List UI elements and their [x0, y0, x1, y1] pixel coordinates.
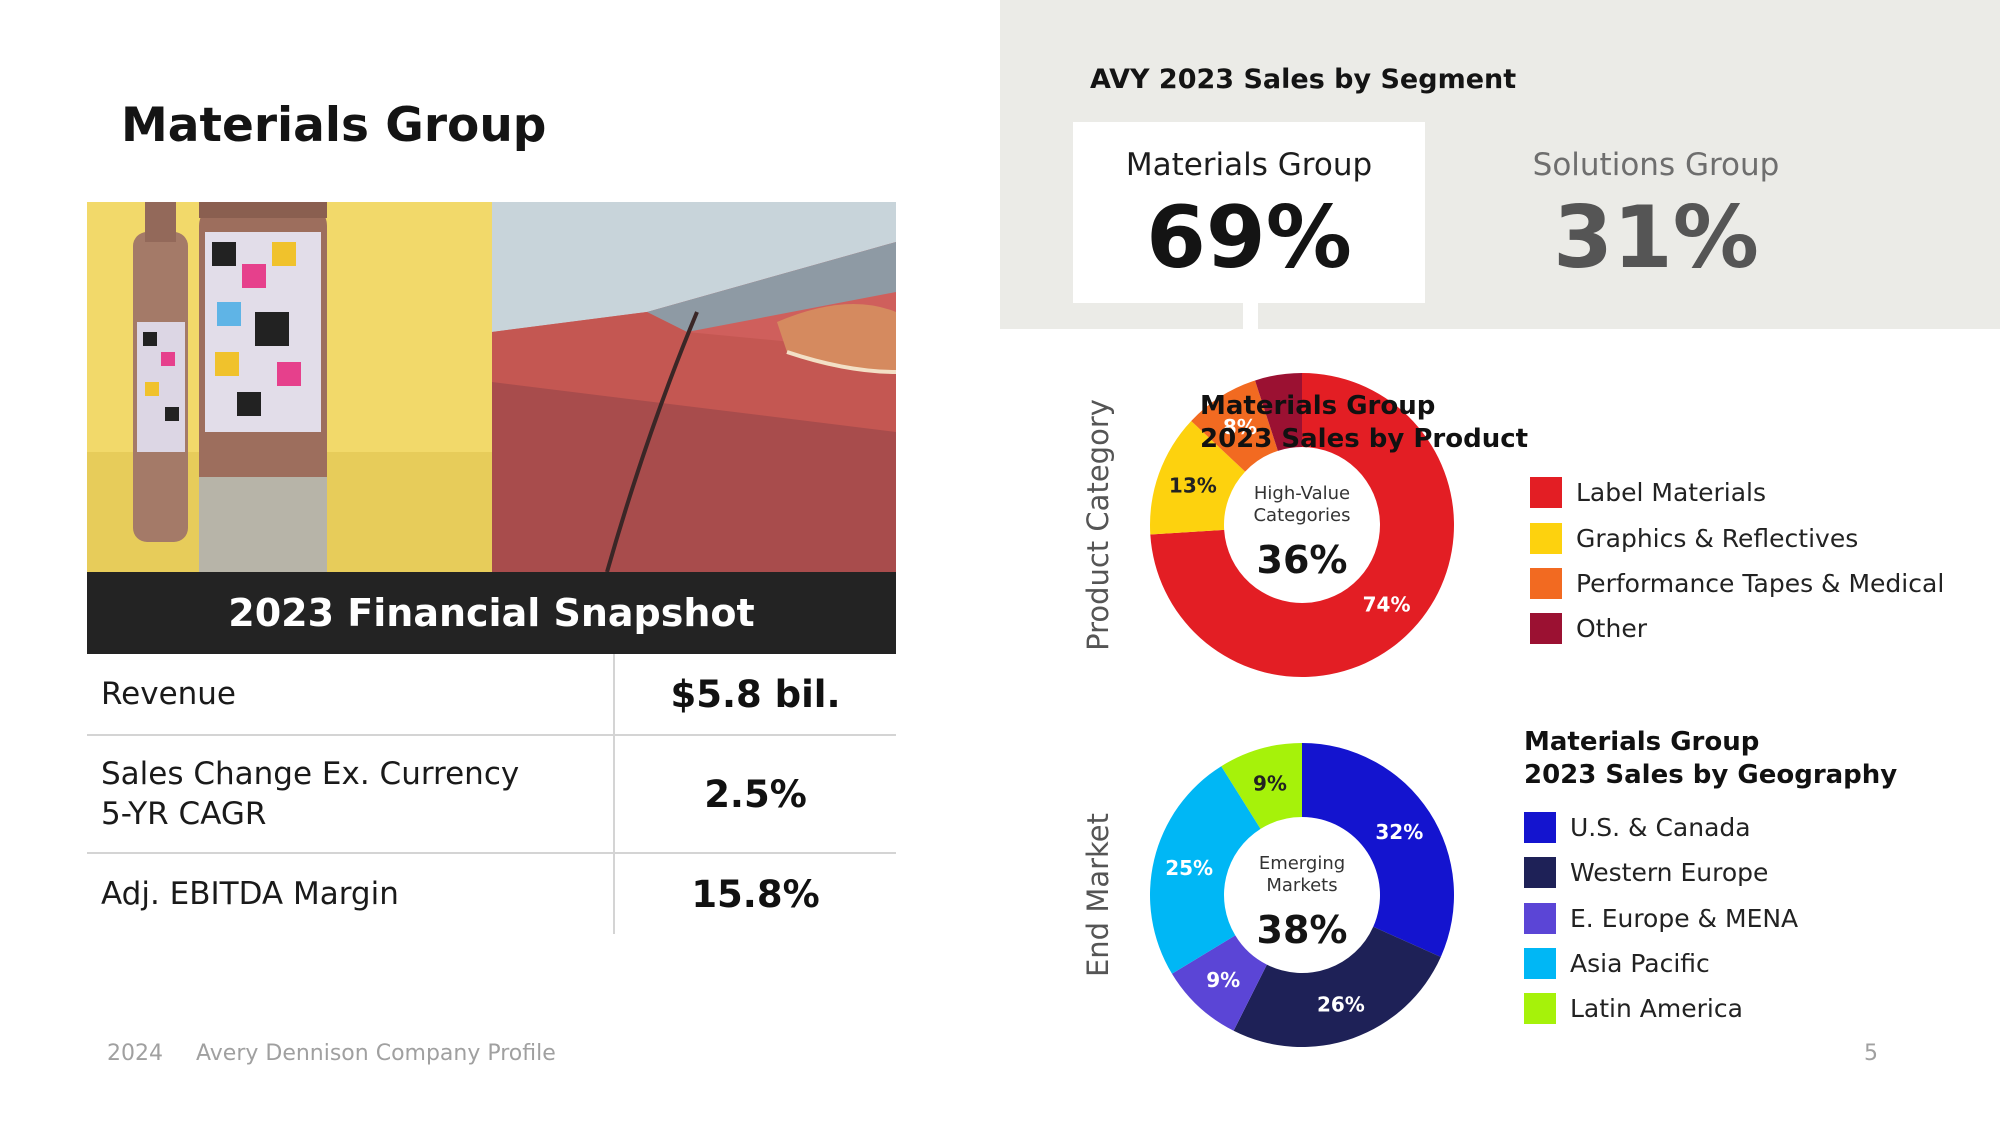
data-label: 9%: [1206, 968, 1240, 992]
row-label: Revenue: [87, 654, 615, 734]
segment-value: 69%: [1146, 188, 1352, 288]
legend-swatch: [1530, 568, 1562, 599]
footer-year: 2024: [107, 1041, 163, 1066]
product-legend: Materials Group 2023 Sales by Product: [1200, 390, 1528, 456]
legend-title-line: Materials Group: [1200, 391, 1436, 421]
row-label-line: Sales Change Ex. Currency: [101, 756, 520, 792]
row-value: 2.5%: [704, 772, 807, 816]
legend-item: Western Europe: [1524, 857, 1768, 888]
page-title: Materials Group: [121, 98, 547, 153]
legend-label: Western Europe: [1570, 858, 1769, 887]
legend-item: Other: [1530, 613, 1647, 644]
donut-slice: [1221, 743, 1302, 829]
data-label: 25%: [1165, 856, 1213, 880]
legend-title-line: 2023 Sales by Geography: [1524, 760, 1898, 790]
legend-swatch: [1530, 523, 1562, 554]
legend-item: Label Materials: [1530, 477, 1766, 508]
donut-slice: [1233, 926, 1441, 1047]
product-photo: [87, 202, 896, 572]
table-row: Revenue $5.8 bil.: [87, 654, 896, 736]
page-number: 5: [1864, 1041, 1878, 1066]
legend-title-line: Materials Group: [1524, 727, 1760, 757]
legend-title: Materials Group 2023 Sales by Product: [1200, 390, 1528, 456]
legend-item: Performance Tapes & Medical: [1530, 568, 1944, 599]
data-label: 32%: [1375, 820, 1423, 844]
data-label: 26%: [1317, 992, 1365, 1016]
legend-item: Graphics & Reflectives: [1530, 523, 1858, 554]
donut-slice: [1255, 373, 1302, 451]
center-caption: Emerging: [1259, 853, 1345, 874]
table-row: Sales Change Ex. Currency 5-YR CAGR 2.5%: [87, 736, 896, 854]
legend-label: Other: [1576, 614, 1647, 643]
donut-slice: [1191, 380, 1278, 472]
legend-title-line: 2023 Sales by Product: [1200, 424, 1529, 454]
legend-swatch: [1524, 948, 1556, 979]
snapshot-title-bar: 2023 Financial Snapshot: [87, 572, 896, 654]
center-caption: Categories: [1253, 505, 1350, 526]
legend-swatch: [1530, 477, 1562, 508]
segment-name: Solutions Group: [1532, 147, 1780, 183]
segment-highlight-card: [1073, 122, 1425, 303]
footer-company: Avery Dennison Company Profile: [196, 1041, 556, 1066]
row-value: $5.8 bil.: [670, 672, 841, 716]
side-axis-label: Product Category: [1081, 399, 1115, 651]
legend-swatch: [1530, 613, 1562, 644]
legend-item: U.S. & Canada: [1524, 812, 1751, 843]
row-label-line: 5-YR CAGR: [101, 796, 267, 832]
segment-title: AVY 2023 Sales by Segment: [1090, 64, 1517, 95]
legend-label: Label Materials: [1576, 478, 1766, 507]
donut-slice: [1171, 935, 1267, 1031]
legend-label: Asia Pacific: [1570, 949, 1710, 978]
row-value: 15.8%: [691, 872, 820, 916]
row-label: Adj. EBITDA Margin: [87, 854, 615, 934]
segment-value: 31%: [1553, 188, 1759, 288]
data-label: 74%: [1363, 592, 1411, 616]
legend-swatch: [1524, 812, 1556, 843]
legend-label: Graphics & Reflectives: [1576, 524, 1859, 553]
legend-label: Latin America: [1570, 994, 1743, 1023]
legend-item: E. Europe & MENA: [1524, 903, 1798, 934]
segment-card-notch: [1243, 303, 1258, 329]
donut-slice: [1302, 743, 1454, 957]
donut-slice: [1150, 766, 1261, 974]
legend-swatch: [1524, 993, 1556, 1024]
donut-slice: [1150, 420, 1246, 535]
row-label: Sales Change Ex. Currency 5-YR CAGR: [87, 736, 615, 852]
side-axis-label: End Market: [1081, 813, 1115, 977]
donut-slice: [1150, 373, 1454, 677]
data-label: 13%: [1169, 474, 1217, 498]
legend-swatch: [1524, 903, 1556, 934]
center-value: 36%: [1257, 538, 1348, 582]
legend-label: Performance Tapes & Medical: [1576, 569, 1945, 598]
center-caption: High-Value: [1254, 483, 1350, 504]
legend-item: Asia Pacific: [1524, 948, 1710, 979]
legend-label: U.S. & Canada: [1570, 813, 1751, 842]
geography-legend: Materials Group 2023 Sales by Geography: [1524, 726, 1897, 792]
center-value: 38%: [1257, 908, 1348, 952]
financial-snapshot-table: Revenue $5.8 bil. Sales Change Ex. Curre…: [87, 654, 896, 934]
data-label: 8%: [1223, 415, 1257, 439]
row-label-line: Adj. EBITDA Margin: [101, 876, 399, 912]
data-label: 9%: [1253, 772, 1287, 796]
snapshot-title: 2023 Financial Snapshot: [228, 591, 755, 635]
segment-name: Materials Group: [1125, 147, 1373, 183]
legend-label: E. Europe & MENA: [1570, 904, 1799, 933]
legend-item: Latin America: [1524, 993, 1743, 1024]
legend-title: Materials Group 2023 Sales by Geography: [1524, 726, 1897, 792]
legend-swatch: [1524, 857, 1556, 888]
center-caption: Markets: [1266, 875, 1337, 896]
row-label-line: Revenue: [101, 676, 237, 712]
table-row: Adj. EBITDA Margin 15.8%: [87, 854, 896, 934]
